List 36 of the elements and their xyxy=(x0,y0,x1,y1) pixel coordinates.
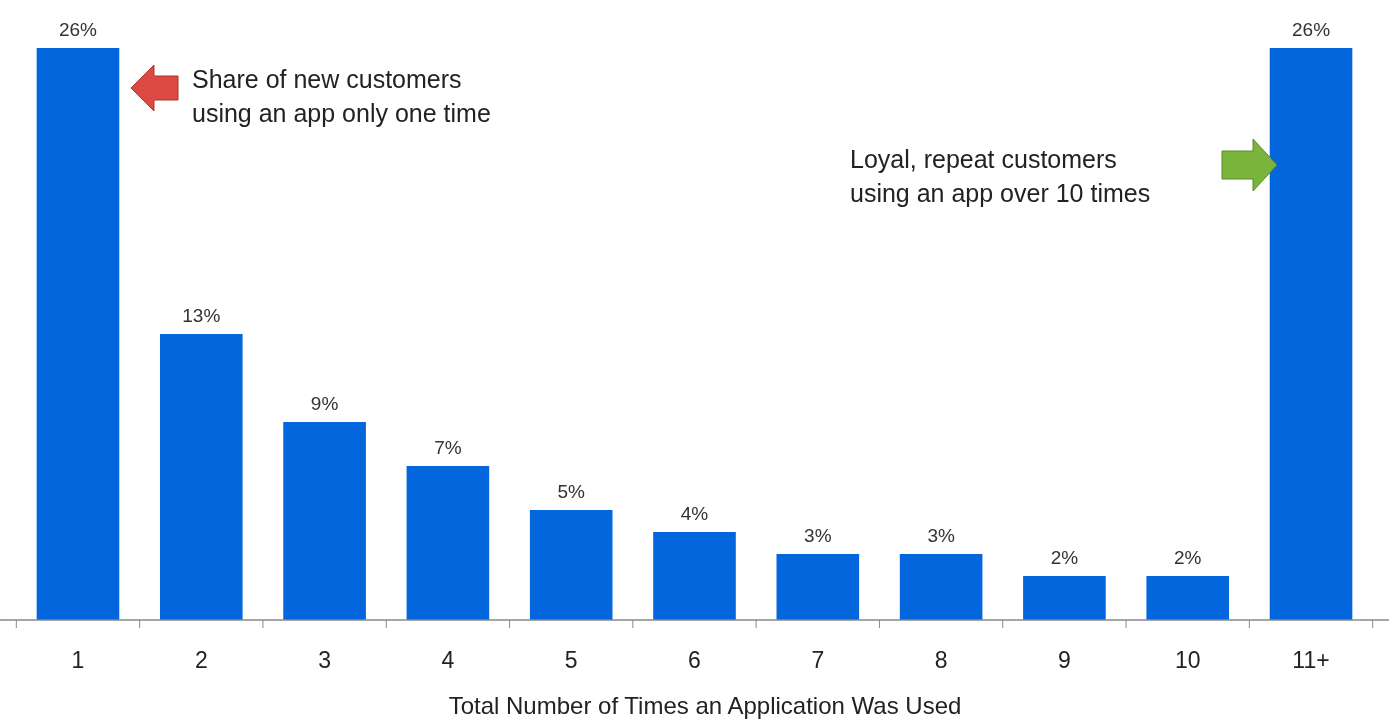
bar xyxy=(36,48,120,620)
x-tick-label: 2 xyxy=(194,647,208,673)
data-label: 13% xyxy=(182,305,221,326)
x-tick-label: 5 xyxy=(564,647,578,673)
bar xyxy=(283,422,366,620)
data-label: 3% xyxy=(804,525,832,546)
data-label: 4% xyxy=(680,503,709,524)
data-label: 5% xyxy=(557,481,586,502)
bar xyxy=(159,334,243,620)
x-tick-label: 11+ xyxy=(1292,647,1330,673)
bar xyxy=(1269,48,1353,620)
x-tick-label: 7 xyxy=(811,647,825,673)
bar xyxy=(406,466,490,620)
bar xyxy=(899,554,983,620)
x-tick-label: 6 xyxy=(688,647,701,673)
data-label: 2% xyxy=(1050,547,1079,568)
bar xyxy=(653,532,736,620)
data-label: 3% xyxy=(927,525,955,546)
data-label: 2% xyxy=(1173,547,1202,568)
x-axis-title: Total Number of Times an Application Was Used xyxy=(448,692,962,719)
x-tick-label: 9 xyxy=(1058,647,1071,673)
x-tick-label: 8 xyxy=(934,647,948,673)
data-label: 9% xyxy=(310,393,339,414)
x-tick-label: 1 xyxy=(71,647,85,673)
data-label: 26% xyxy=(1292,19,1331,40)
x-tick-label: 10 xyxy=(1174,647,1201,673)
bar xyxy=(776,554,860,620)
bar xyxy=(1023,576,1106,620)
x-tick-label: 4 xyxy=(441,647,455,673)
annotation: Loyal, repeat customers using an app over 10 times xyxy=(850,145,1151,207)
data-label: 7% xyxy=(434,437,462,458)
annotation: Share of new customers using an app only one time xyxy=(192,65,491,127)
bar xyxy=(529,510,613,620)
x-tick-label: 3 xyxy=(318,647,331,673)
data-label: 26% xyxy=(58,19,98,40)
bar xyxy=(1146,576,1230,620)
